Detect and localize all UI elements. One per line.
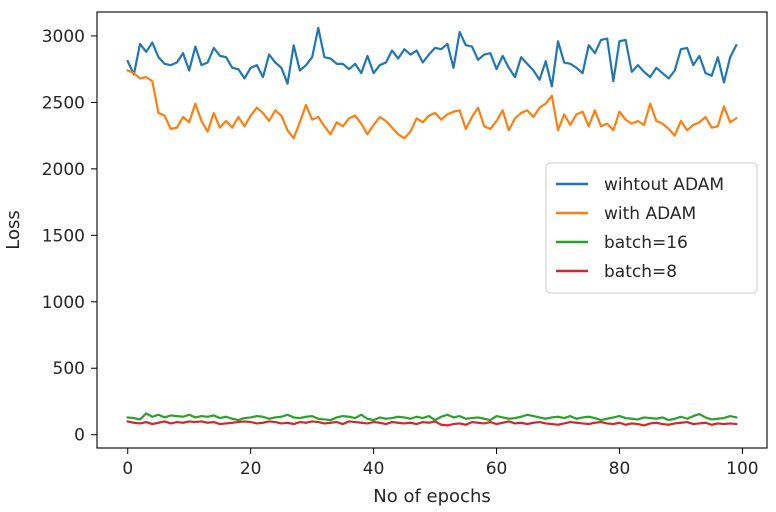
x-tick-label: 20 <box>240 459 262 479</box>
x-tick-label: 100 <box>726 459 758 479</box>
series-line-2 <box>126 412 738 422</box>
y-tick-label: 1000 <box>42 293 85 313</box>
legend-label: with ADAM <box>604 204 696 224</box>
series-line-0 <box>126 26 738 88</box>
x-tick-label: 80 <box>609 459 631 479</box>
series-layer <box>126 26 738 427</box>
legend: wihtout ADAM with ADAM batch=16 batch=8 <box>545 162 758 294</box>
legend-label: batch=16 <box>604 233 688 253</box>
series-line-1 <box>126 69 738 140</box>
plot-frame <box>96 11 768 449</box>
y-tick-label: 2500 <box>42 93 85 113</box>
x-axis-label: No of epochs <box>373 486 490 507</box>
y-axis-label: Loss <box>3 210 24 249</box>
y-tick-label: 500 <box>53 359 85 379</box>
x-tick-label: 60 <box>486 459 508 479</box>
x-tick-label: 40 <box>363 459 385 479</box>
y-tick-label: 0 <box>74 426 85 446</box>
y-tick-label: 2000 <box>42 160 85 180</box>
legend-label: wihtout ADAM <box>604 175 724 195</box>
y-tick-label: 1500 <box>42 226 85 246</box>
y-tick-label: 3000 <box>42 27 85 47</box>
legend-label: batch=8 <box>604 262 677 282</box>
x-tick-label: 0 <box>122 459 133 479</box>
legend-box <box>545 162 758 294</box>
series-line-3 <box>126 420 738 427</box>
